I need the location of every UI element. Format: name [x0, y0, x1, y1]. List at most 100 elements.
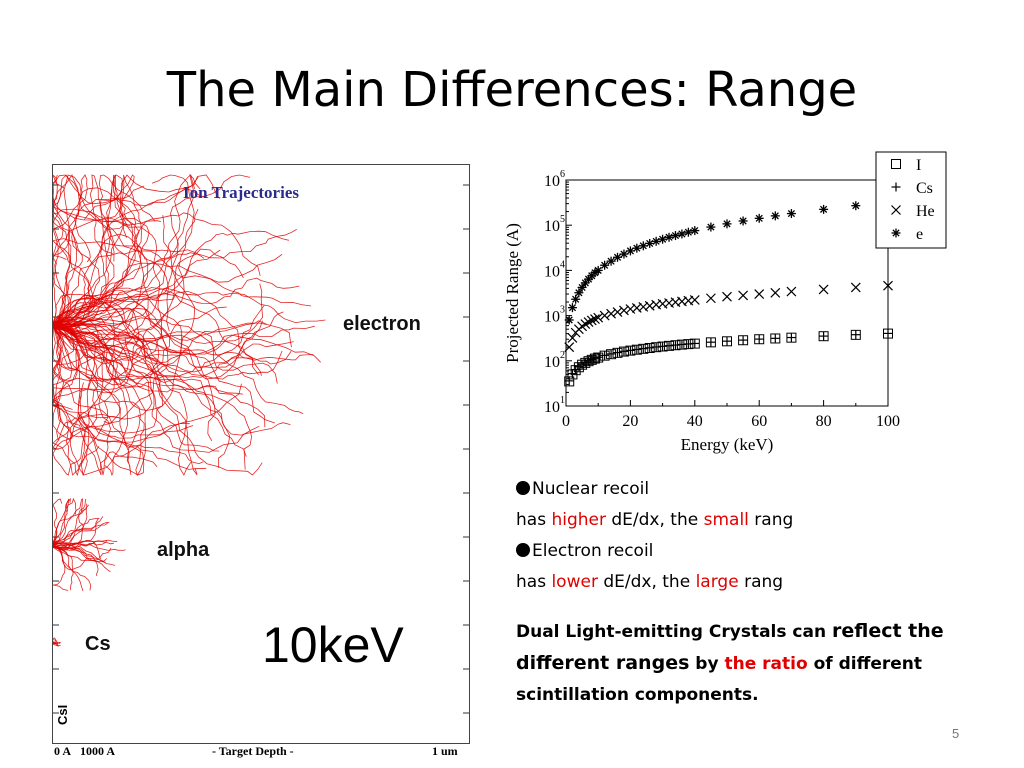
point-He — [676, 296, 687, 307]
alpha-track — [53, 521, 110, 544]
point-He — [705, 293, 716, 304]
y-axis-label: Projected Range (A) — [503, 223, 522, 363]
point-e — [572, 295, 580, 303]
y-tick-exponent: 2 — [560, 350, 565, 361]
electron-track — [53, 323, 242, 439]
point-He — [786, 286, 797, 297]
t-has-1: has — [516, 510, 552, 530]
point-He — [583, 317, 594, 327]
trajectory-plot — [53, 173, 469, 714]
range-chart: 0 20 40 60 80 100 10 1 10 2 10 3 10 4 10 5 10 6 Energy (ke… — [498, 150, 958, 460]
electron-track — [53, 322, 145, 476]
dual-crystal-note: Dual Light-emitting Crystals can reflect… — [516, 616, 966, 711]
electron-track — [53, 293, 128, 477]
note-b: reflect the different ranges — [516, 620, 944, 674]
point-He — [644, 300, 655, 311]
bullet-nuclear-detail: has higher dE/dx, the small rang — [516, 505, 793, 536]
alpha-track — [53, 545, 74, 591]
legend-marker-e — [892, 229, 900, 237]
electron-track — [53, 174, 149, 328]
t-end-1: rang — [748, 510, 794, 530]
point-He — [612, 307, 623, 317]
t-mid-2: dE/dx, the — [597, 572, 696, 592]
alpha-track — [53, 498, 83, 546]
depth-caption: - Target Depth - — [212, 744, 294, 758]
electron-track — [53, 174, 135, 328]
electron-track — [53, 187, 149, 325]
point-e — [594, 266, 602, 275]
point-He — [818, 284, 829, 295]
point-He — [606, 308, 617, 319]
electron-track — [53, 262, 312, 327]
electron-track — [53, 174, 130, 327]
t-mid-1: dE/dx, the — [605, 510, 704, 530]
point-He — [586, 315, 597, 326]
t-small: small — [703, 510, 749, 530]
electron-track — [53, 174, 71, 328]
electron-track — [53, 323, 263, 476]
energy-label: 10keV — [262, 617, 404, 673]
point-e — [707, 223, 715, 231]
bullet-nuclear: Nuclear recoil — [516, 474, 793, 505]
electron-track — [53, 290, 259, 375]
electron-track — [53, 322, 147, 476]
electron-track — [53, 173, 201, 341]
point-He — [651, 299, 662, 310]
label-material: CsI — [55, 704, 70, 725]
y-tick-label: 10 — [544, 309, 560, 326]
x-tick-label: 40 — [687, 413, 703, 430]
electron-track — [53, 174, 156, 326]
point-e — [691, 226, 699, 235]
label-electron: electron — [343, 313, 421, 335]
electron-track — [53, 230, 289, 330]
x-tick-label: 20 — [622, 413, 638, 430]
x-tick-label: 100 — [876, 413, 900, 430]
page-number: 5 — [952, 726, 960, 741]
point-He — [657, 298, 668, 309]
ion-trajectory-panel: Ion Trajectories electron alpha Cs CsI — [52, 164, 470, 744]
point-He — [722, 291, 732, 302]
point-He — [619, 305, 629, 316]
point-He — [689, 295, 700, 305]
depth-start: 0 A — [54, 744, 72, 758]
alpha-track — [53, 543, 111, 572]
label-alpha: alpha — [157, 539, 210, 561]
electron-track — [53, 307, 283, 380]
legend-marker-He — [891, 205, 901, 215]
y-tick-label: 10 — [544, 173, 560, 190]
y-tick-exponent: 4 — [560, 259, 565, 270]
legend-label-He: He — [916, 203, 935, 220]
electron-track — [53, 326, 99, 440]
point-e — [771, 212, 779, 220]
depth-end: 1 um — [432, 744, 458, 758]
electron-track — [53, 248, 244, 338]
electron-track — [53, 216, 161, 365]
point-e — [575, 289, 583, 297]
electron-track — [53, 323, 315, 355]
bullet-nuclear-head: Nuclear recoil — [532, 479, 650, 499]
legend-marker-I — [891, 159, 901, 169]
point-e — [607, 257, 615, 265]
legend-label-e: e — [916, 226, 923, 243]
y-tick-exponent: 6 — [560, 169, 565, 180]
t-has-2: has — [516, 572, 552, 592]
electron-track — [53, 176, 199, 329]
note-a: Dual Light-emitting Crystals can — [516, 622, 832, 642]
y-tick-label: 10 — [544, 218, 560, 235]
y-tick-label: 10 — [544, 354, 560, 371]
point-He — [567, 333, 578, 343]
legend-box — [875, 151, 947, 249]
cs-track — [53, 643, 59, 647]
point-He — [670, 297, 681, 308]
electron-track — [53, 305, 265, 373]
bullet-electron: Electron recoil — [516, 536, 793, 567]
electron-track — [53, 250, 283, 326]
electron-track — [53, 249, 221, 386]
cs-track — [53, 641, 61, 644]
point-He — [631, 302, 642, 313]
point-He — [850, 282, 861, 293]
electron-track — [53, 208, 161, 324]
note-d: the ratio — [724, 654, 808, 674]
alpha-track — [53, 503, 88, 550]
electron-track — [53, 324, 121, 450]
